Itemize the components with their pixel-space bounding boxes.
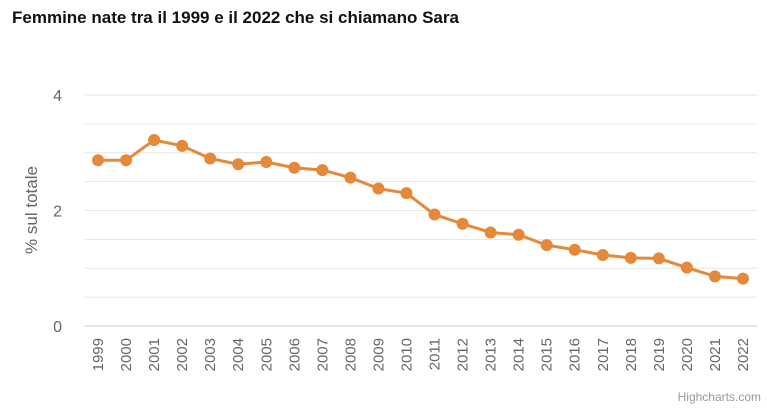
data-point[interactable] bbox=[484, 226, 497, 239]
data-point[interactable] bbox=[260, 155, 273, 168]
data-point[interactable] bbox=[596, 248, 609, 261]
series-group bbox=[92, 134, 749, 285]
x-tick-label: 1999 bbox=[90, 338, 107, 371]
data-point[interactable] bbox=[456, 217, 469, 230]
x-axis: 1999 2000 2001 2002 2003 2004 2005 2006 2007 2008… bbox=[90, 338, 752, 371]
y-tick-label: 2 bbox=[53, 204, 62, 221]
x-tick-label: 2019 bbox=[651, 338, 668, 371]
y-tick-label: 4 bbox=[53, 88, 62, 105]
data-point[interactable] bbox=[148, 134, 161, 147]
x-tick-label: 2002 bbox=[174, 338, 191, 371]
y-axis: 0 2 4 bbox=[53, 88, 62, 336]
data-point[interactable] bbox=[568, 243, 581, 256]
x-tick-label: 2014 bbox=[511, 338, 528, 371]
x-tick-label: 2022 bbox=[735, 338, 752, 371]
data-point[interactable] bbox=[400, 187, 413, 200]
x-tick-label: 2003 bbox=[202, 338, 219, 371]
x-tick-label: 2011 bbox=[427, 338, 444, 370]
data-point[interactable] bbox=[232, 158, 245, 171]
x-tick-label: 2016 bbox=[567, 338, 584, 371]
data-point[interactable] bbox=[344, 171, 357, 184]
data-point[interactable] bbox=[680, 261, 693, 274]
data-point[interactable] bbox=[428, 208, 441, 221]
series-line bbox=[96, 138, 745, 281]
data-point[interactable] bbox=[288, 161, 301, 174]
x-tick-label: 2020 bbox=[679, 338, 696, 371]
x-tick-label: 2017 bbox=[595, 338, 612, 371]
credits-link[interactable]: Highcharts.com bbox=[677, 390, 761, 404]
data-point[interactable] bbox=[652, 252, 665, 265]
x-tick-label: 2001 bbox=[146, 338, 163, 371]
data-point[interactable] bbox=[624, 251, 637, 264]
data-point[interactable] bbox=[316, 164, 329, 177]
x-tick-label: 2021 bbox=[707, 338, 724, 371]
x-tick-label: 2008 bbox=[342, 338, 359, 371]
data-point[interactable] bbox=[92, 154, 105, 167]
data-point[interactable] bbox=[540, 239, 553, 252]
y-tick-label: 0 bbox=[53, 319, 62, 336]
data-point[interactable] bbox=[512, 228, 525, 241]
y-axis-label: % sul totale bbox=[22, 166, 41, 254]
data-point[interactable] bbox=[204, 152, 217, 165]
x-tick-label: 2018 bbox=[623, 338, 640, 371]
data-point[interactable] bbox=[372, 182, 385, 195]
x-tick-label: 2000 bbox=[118, 338, 135, 371]
x-tick-label: 2010 bbox=[398, 338, 415, 371]
data-point[interactable] bbox=[708, 270, 721, 283]
chart-title: Femmine nate tra il 1999 e il 2022 che s… bbox=[12, 8, 459, 27]
x-tick-label: 2012 bbox=[455, 338, 472, 371]
data-point[interactable] bbox=[176, 139, 189, 152]
x-tick-label: 2015 bbox=[539, 338, 556, 371]
x-tick-label: 2006 bbox=[286, 338, 303, 371]
x-tick-label: 2007 bbox=[314, 338, 331, 371]
x-tick-label: 2009 bbox=[370, 338, 387, 371]
data-point[interactable] bbox=[120, 154, 133, 167]
x-tick-label: 2005 bbox=[258, 338, 275, 371]
grid-lines bbox=[84, 94, 757, 327]
data-point[interactable] bbox=[736, 272, 749, 285]
x-tick-label: 2013 bbox=[483, 338, 500, 371]
x-tick-label: 2004 bbox=[230, 338, 247, 371]
